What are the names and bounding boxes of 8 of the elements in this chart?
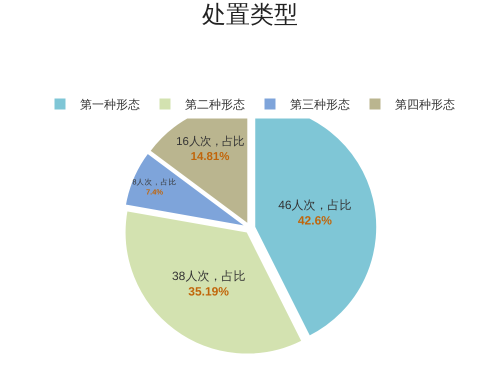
legend-label: 第四种形态 xyxy=(395,98,455,112)
legend-label: 第二种形态 xyxy=(185,98,245,112)
data-label: 16人次，占比 14.81% xyxy=(176,134,244,163)
data-label: 46人次，占比 42.6% xyxy=(278,198,352,228)
legend-label: 第三种形态 xyxy=(290,98,350,112)
chart-title: 处置类型 xyxy=(202,1,298,28)
data-label: 38人次，占比 35.19% xyxy=(172,268,246,299)
legend-label: 第一种形态 xyxy=(80,98,140,112)
